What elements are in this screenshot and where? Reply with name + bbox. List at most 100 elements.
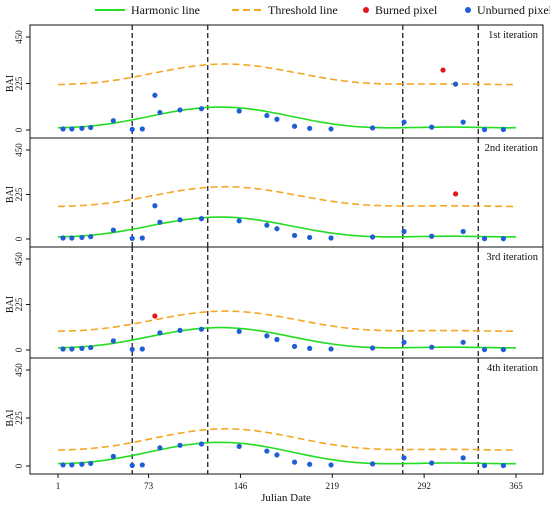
burned-point xyxy=(152,313,158,319)
unburned-point xyxy=(369,234,376,240)
unburned-point xyxy=(369,461,376,467)
x-tick-label: 292 xyxy=(417,481,431,491)
unburned-point xyxy=(401,455,407,461)
unburned-point xyxy=(177,217,183,223)
y-tick-label: 225 xyxy=(14,297,24,311)
unburned-point xyxy=(110,227,116,233)
unburned-point xyxy=(152,203,158,209)
unburned-point xyxy=(157,330,163,336)
unburned-point xyxy=(401,339,407,345)
unburned-point xyxy=(429,124,435,130)
panels: 0 225 450 BAI 1st iteration 0 225 450 BAI 2nd ite… xyxy=(5,24,544,475)
legend-threshold-label: Threshold line xyxy=(268,3,338,17)
y-axis-title: BAI xyxy=(5,296,16,313)
y-axis-title: BAI xyxy=(5,75,16,92)
unburned-point xyxy=(60,462,66,468)
panel-frame xyxy=(29,357,544,475)
unburned-point xyxy=(500,462,507,469)
unburned-point xyxy=(328,126,334,132)
panel-frame xyxy=(29,246,544,359)
unburned-point xyxy=(460,455,466,461)
harmonic-line xyxy=(58,106,516,129)
unburned-point xyxy=(139,346,145,352)
unburned-point xyxy=(291,123,298,129)
unburned-point xyxy=(60,235,66,241)
unburned-point xyxy=(429,344,435,350)
unburned-point xyxy=(79,125,85,131)
unburned-point xyxy=(110,338,116,344)
unburned-point xyxy=(129,235,135,242)
unburned-point xyxy=(69,346,75,352)
unburned-point xyxy=(236,328,242,334)
y-tick-label: 450 xyxy=(14,30,24,44)
legend: Harmonic line Threshold line Burned pixe… xyxy=(95,3,550,17)
unburned-point xyxy=(274,452,280,458)
unburned-point xyxy=(129,126,135,132)
x-axis-title: Julian Date xyxy=(261,492,311,504)
unburned-point xyxy=(369,345,376,351)
x-tick-label: 365 xyxy=(509,481,523,491)
unburned-point xyxy=(129,462,135,468)
unburned-point xyxy=(307,461,313,467)
unburned-point xyxy=(264,333,270,339)
unburned-point xyxy=(500,126,507,133)
unburned-point xyxy=(157,219,163,225)
x-tick-label: 1 xyxy=(56,481,61,491)
burned-point xyxy=(453,191,459,197)
panel-1: 0 225 450 BAI 1st iteration xyxy=(5,24,544,139)
unburned-point xyxy=(177,107,183,113)
unburned-point xyxy=(274,336,280,343)
legend-burned-marker xyxy=(363,7,369,13)
unburned-point xyxy=(236,443,242,449)
x-tick-label: 73 xyxy=(144,481,154,491)
unburned-point xyxy=(79,461,85,467)
y-tick-label: 225 xyxy=(14,76,24,90)
unburned-point xyxy=(264,448,270,454)
panel-3: 0 225 450 BAI 3rd iteration xyxy=(5,246,544,359)
harmonic-line xyxy=(58,216,516,238)
y-tick-label: 450 xyxy=(14,252,24,266)
y-tick-label: 225 xyxy=(14,187,24,201)
unburned-point xyxy=(88,234,94,240)
unburned-point xyxy=(274,226,280,232)
unburned-point xyxy=(481,346,488,353)
unburned-point xyxy=(401,119,407,125)
y-tick-label: 450 xyxy=(14,143,24,157)
unburned-point xyxy=(291,459,298,465)
unburned-point xyxy=(264,112,270,119)
y-tick-label: 450 xyxy=(14,363,24,377)
unburned-point xyxy=(79,234,85,241)
unburned-point xyxy=(500,346,507,353)
unburned-point xyxy=(177,327,183,333)
x-axis: 1 73 146 219 292 365 xyxy=(56,474,523,491)
unburned-point xyxy=(139,235,145,241)
panel-4: 0 225 450 BAI 4th iteration xyxy=(5,357,544,475)
harmonic-line xyxy=(58,441,516,465)
unburned-point xyxy=(401,228,407,235)
unburned-point xyxy=(369,125,376,131)
threshold-line xyxy=(58,427,516,451)
unburned-point xyxy=(88,124,94,131)
unburned-point xyxy=(460,228,466,235)
unburned-point xyxy=(429,460,435,466)
unburned-point xyxy=(481,236,488,242)
unburned-point xyxy=(60,346,66,352)
unburned-point xyxy=(307,345,313,351)
unburned-point xyxy=(481,462,488,469)
unburned-point xyxy=(198,216,205,222)
unburned-point xyxy=(88,344,94,351)
y-axis-title: BAI xyxy=(5,409,16,426)
unburned-point xyxy=(69,462,75,468)
unburned-point xyxy=(129,346,135,352)
x-tick-label: 146 xyxy=(234,481,248,491)
unburned-point xyxy=(198,326,205,332)
unburned-point xyxy=(139,462,145,468)
unburned-point xyxy=(236,108,242,114)
unburned-point xyxy=(307,234,313,241)
y-tick-label: 0 xyxy=(14,347,24,352)
panel-label: 3rd iteration xyxy=(486,252,538,263)
y-axis-title: BAI xyxy=(5,186,16,203)
harmonic-line xyxy=(57,326,516,349)
threshold-line xyxy=(57,185,516,208)
